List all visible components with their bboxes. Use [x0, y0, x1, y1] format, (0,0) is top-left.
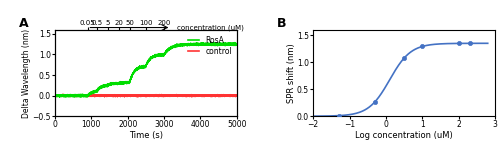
Text: B: B: [277, 17, 286, 30]
Point: [371, 101, 379, 103]
Y-axis label: SPR shift (nm): SPR shift (nm): [286, 43, 296, 103]
Point: [334, 114, 342, 117]
Point: [466, 42, 473, 45]
X-axis label: Log concentration (uM): Log concentration (uM): [355, 131, 453, 140]
Y-axis label: Delta Wavelength (nm): Delta Wavelength (nm): [22, 28, 31, 118]
Point: [400, 57, 408, 59]
Text: A: A: [18, 17, 28, 30]
Legend: RosA, control: RosA, control: [187, 35, 233, 56]
Point: [418, 45, 426, 48]
Point: [454, 42, 462, 45]
X-axis label: Time (s): Time (s): [129, 131, 163, 140]
Text: concentration (uM): concentration (uM): [177, 24, 244, 31]
